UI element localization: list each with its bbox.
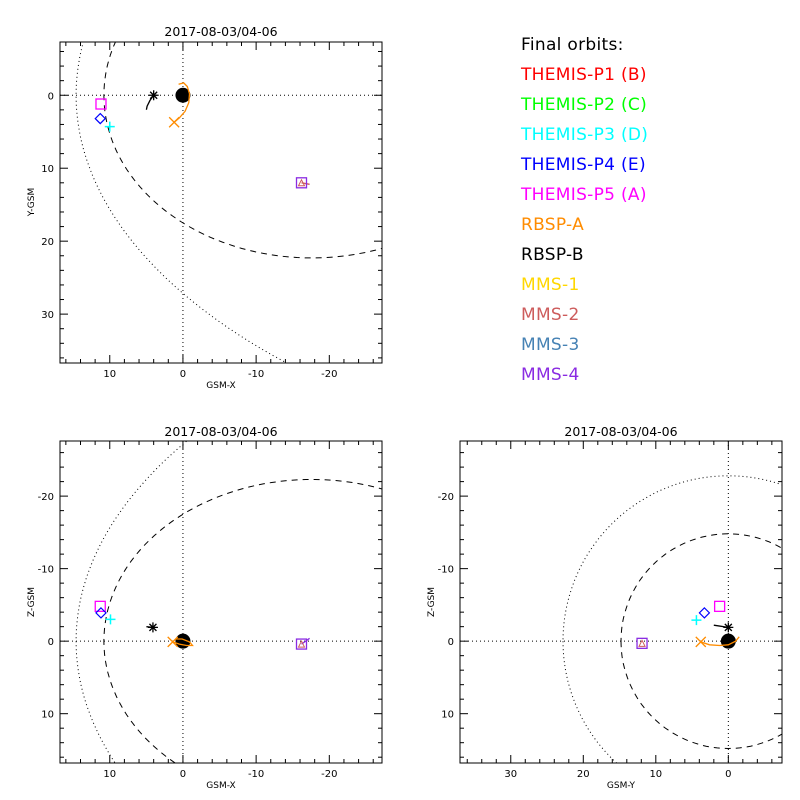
orbit-track <box>145 94 155 110</box>
plot-frame <box>59 41 383 364</box>
x-tick-label: 20 <box>577 769 590 780</box>
legend-item: MMS-4 <box>521 365 580 385</box>
legend-items: THEMIS-P1 (B) THEMIS-P2 (C) THEMIS-P3 (D) T… <box>521 60 648 390</box>
panel-xz-plane: 2017-08-03/04-06 GSM-X Z-GSM 10 0 -10 -20 10… <box>27 424 383 791</box>
legend-item: THEMIS-P2 (C) <box>521 95 648 115</box>
square-marker <box>95 98 107 110</box>
asterisk-marker <box>147 622 158 633</box>
earth-disk <box>175 87 191 103</box>
square-marker <box>295 638 308 650</box>
legend-item: RBSP-B <box>521 245 584 265</box>
legend: Final orbits: THEMIS-P1 (B) THEMIS-P2 (C)… <box>521 30 648 390</box>
panel-xy-xlabel: GSM-X <box>206 381 235 391</box>
y-tick-label: 30 <box>41 310 54 321</box>
legend-item: MMS-3 <box>521 335 580 355</box>
legend-item: THEMIS-P1 (B) <box>521 65 647 85</box>
x-tick-label: 0 <box>180 369 186 380</box>
orbit-track <box>700 636 740 647</box>
square-marker <box>636 637 648 649</box>
plus-marker <box>104 121 115 132</box>
triangle-marker <box>297 178 306 187</box>
x-tick-label: 0 <box>180 769 186 780</box>
x-tick-label: 10 <box>649 769 662 780</box>
panel-xz-xlabel: GSM-X <box>206 781 235 791</box>
orbit-track <box>173 82 191 123</box>
legend-item: THEMIS-P5 (A) <box>521 185 647 205</box>
panel-yz-xlabel: GSM-Y <box>607 781 636 791</box>
y-tick-label: 10 <box>41 710 54 721</box>
legend-item: THEMIS-P3 (D) <box>521 125 649 145</box>
y-tick-label: 0 <box>448 637 454 648</box>
earth-disk <box>720 633 736 649</box>
x-tick-label: 10 <box>103 769 116 780</box>
y-tick-label: -10 <box>38 565 54 576</box>
panel-xy-title: 2017-08-03/04-06 <box>164 24 277 39</box>
x-tick-label: 0 <box>725 769 731 780</box>
y-tick-label: -20 <box>438 492 454 503</box>
panel-yz-ylabel: Z-GSM <box>427 587 437 617</box>
y-tick-label: -20 <box>38 492 54 503</box>
triangle-marker <box>297 639 306 648</box>
orbit-track <box>172 638 194 647</box>
triangle-marker <box>638 639 646 647</box>
square-marker <box>94 600 106 613</box>
x-marker <box>695 636 707 648</box>
x-tick-label: 30 <box>504 769 517 780</box>
diamond-marker <box>95 607 107 619</box>
plus-marker <box>691 615 702 626</box>
legend-item: RBSP-A <box>521 215 585 235</box>
legend-title: Final orbits: <box>521 35 624 55</box>
panel-xy-plane: 2017-08-03/04-06 GSM-X Y-GSM 10 0 -10 -20 0 1… <box>27 24 383 391</box>
plot-area <box>60 441 382 763</box>
x-marker <box>167 636 179 648</box>
y-tick-label: 0 <box>48 637 54 648</box>
x-tick-label: -10 <box>248 769 264 780</box>
asterisk-marker <box>148 90 159 101</box>
x-tick-label: -20 <box>321 369 337 380</box>
diamond-marker <box>698 607 711 619</box>
square-marker <box>713 600 726 613</box>
legend-item: THEMIS-P4 (E) <box>521 155 646 175</box>
bow-shock-line <box>562 475 782 763</box>
x-tick-label: -10 <box>248 369 264 380</box>
x-tick-label: 10 <box>103 369 116 380</box>
y-tick-label: 10 <box>41 164 54 175</box>
panel-yz-plane: 2017-08-03/04-06 GSM-Y Z-GSM 30 20 10 0 10 0 -… <box>427 424 783 791</box>
legend-item: MMS-2 <box>521 305 580 325</box>
panel-yz-title: 2017-08-03/04-06 <box>564 424 677 439</box>
plus-marker <box>105 614 116 625</box>
x-tick-label: -20 <box>321 769 337 780</box>
y-tick-label: 10 <box>441 710 454 721</box>
x-marker <box>168 116 180 128</box>
y-tick-label: 20 <box>41 237 54 248</box>
panel-xz-ylabel: Z-GSM <box>27 587 37 617</box>
magnetopause-line <box>103 42 382 259</box>
panel-xy-ylabel: Y-GSM <box>27 188 37 217</box>
legend-item: MMS-1 <box>521 275 580 295</box>
diamond-marker <box>94 112 107 125</box>
plot-area <box>460 441 782 763</box>
y-tick-label: 0 <box>48 91 54 102</box>
plot-area <box>60 42 382 363</box>
plot-frame <box>459 440 783 764</box>
panel-xz-title: 2017-08-03/04-06 <box>164 424 277 439</box>
asterisk-marker <box>723 622 734 633</box>
magnetopause-line <box>103 479 382 763</box>
square-marker <box>295 177 308 189</box>
y-tick-label: -10 <box>438 565 454 576</box>
magnetopause-line <box>620 533 782 750</box>
plot-frame <box>59 440 383 764</box>
